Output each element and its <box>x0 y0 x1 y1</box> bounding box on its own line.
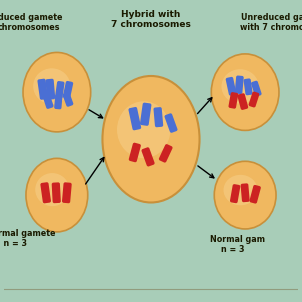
Text: Hybrid with
7 chromosomes: Hybrid with 7 chromosomes <box>111 10 191 29</box>
Ellipse shape <box>35 173 69 206</box>
Text: rmal gamete
  n = 3: rmal gamete n = 3 <box>0 229 56 248</box>
FancyBboxPatch shape <box>43 93 53 109</box>
FancyBboxPatch shape <box>40 182 51 203</box>
Ellipse shape <box>102 76 200 202</box>
FancyBboxPatch shape <box>55 81 65 99</box>
Ellipse shape <box>211 54 279 130</box>
FancyBboxPatch shape <box>141 147 155 166</box>
FancyBboxPatch shape <box>249 185 261 204</box>
Ellipse shape <box>221 69 259 104</box>
Ellipse shape <box>26 158 88 232</box>
Text: Unreduced ga
with 7 chromo: Unreduced ga with 7 chromo <box>239 13 302 32</box>
FancyBboxPatch shape <box>235 76 244 94</box>
FancyBboxPatch shape <box>37 79 48 100</box>
FancyBboxPatch shape <box>251 81 262 97</box>
Text: Normal gam
    n = 3: Normal gam n = 3 <box>210 235 265 254</box>
FancyBboxPatch shape <box>249 92 259 108</box>
FancyBboxPatch shape <box>46 79 55 100</box>
FancyBboxPatch shape <box>63 81 73 99</box>
Ellipse shape <box>223 175 258 205</box>
FancyBboxPatch shape <box>54 95 63 109</box>
Text: duced gamete
chromosomes: duced gamete chromosomes <box>0 13 63 32</box>
FancyBboxPatch shape <box>230 184 240 203</box>
Ellipse shape <box>214 161 276 229</box>
FancyBboxPatch shape <box>129 143 141 162</box>
FancyBboxPatch shape <box>241 183 250 202</box>
FancyBboxPatch shape <box>237 93 248 110</box>
FancyBboxPatch shape <box>153 107 163 127</box>
FancyBboxPatch shape <box>229 92 238 109</box>
FancyBboxPatch shape <box>128 107 141 130</box>
FancyBboxPatch shape <box>140 103 151 126</box>
FancyBboxPatch shape <box>159 144 173 163</box>
FancyBboxPatch shape <box>63 92 73 107</box>
Ellipse shape <box>117 101 170 158</box>
Ellipse shape <box>23 53 91 132</box>
Ellipse shape <box>33 68 70 104</box>
FancyBboxPatch shape <box>52 182 61 203</box>
FancyBboxPatch shape <box>244 79 252 95</box>
FancyBboxPatch shape <box>62 182 72 203</box>
FancyBboxPatch shape <box>226 77 236 96</box>
FancyBboxPatch shape <box>165 113 178 133</box>
